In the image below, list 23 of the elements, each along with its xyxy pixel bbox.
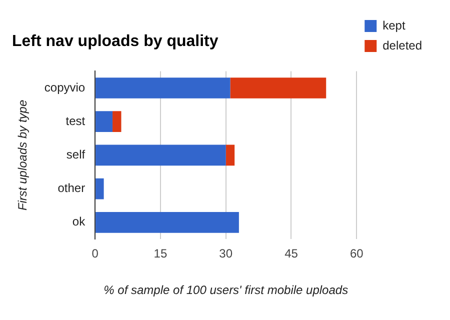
chart-title: Left nav uploads by quality <box>12 33 218 50</box>
x-tick-label: 0 <box>92 246 99 261</box>
y-tick-label: copyvio <box>44 80 86 94</box>
x-axis-title: % of sample of 100 users' first mobile uploads <box>104 283 348 298</box>
bar <box>96 78 230 98</box>
y-axis-title: First uploads by type <box>16 100 30 211</box>
legend-label: kept <box>382 18 406 32</box>
x-tick-label: 60 <box>350 246 364 261</box>
bar <box>112 111 122 132</box>
x-tick-label: 15 <box>154 246 168 261</box>
x-tick-label: 30 <box>219 246 233 261</box>
bar <box>96 212 239 233</box>
y-tick-label: ok <box>72 214 86 229</box>
bar <box>230 78 326 98</box>
bar <box>96 111 113 132</box>
bar <box>226 144 235 166</box>
bar <box>96 178 104 200</box>
x-tick-label: 45 <box>284 246 298 261</box>
y-tick-label: self <box>66 148 86 162</box>
bar <box>96 144 226 166</box>
y-tick-label: test <box>66 114 86 128</box>
y-tick-label: other <box>58 181 86 196</box>
legend-label: deleted <box>382 38 422 52</box>
